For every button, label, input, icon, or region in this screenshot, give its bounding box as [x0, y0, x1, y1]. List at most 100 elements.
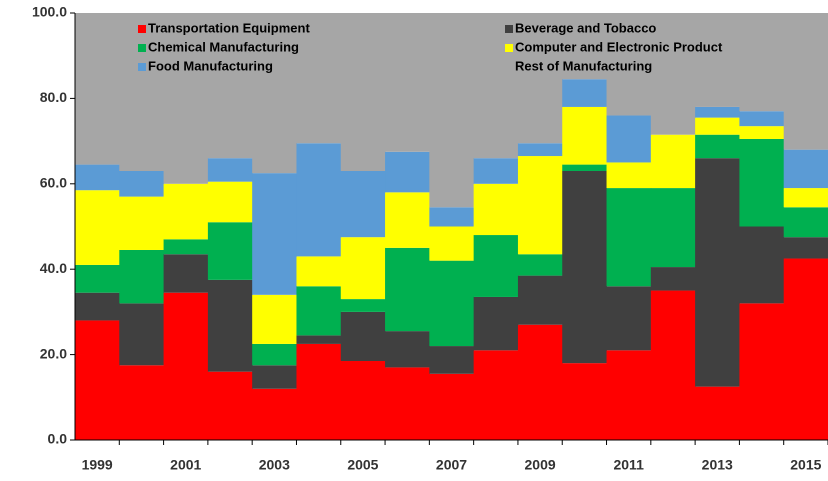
area-segment: [252, 13, 297, 174]
legend-label: Chemical Manufacturing: [148, 39, 299, 54]
area-segment: [75, 13, 120, 165]
area-segment: [695, 13, 740, 107]
area-segment: [739, 13, 785, 112]
area-segment: [695, 134, 740, 159]
area-segment: [473, 158, 519, 184]
area-segment: [562, 13, 608, 80]
area-segment: [207, 371, 253, 440]
area-segment: [517, 275, 563, 325]
y-tick-label: 60.0: [40, 175, 67, 191]
area-segment: [517, 254, 563, 276]
area-segment: [207, 279, 253, 372]
x-tick-label: 2003: [259, 457, 290, 473]
area-segment: [207, 181, 253, 223]
area-segment: [739, 138, 785, 227]
area-segment: [517, 143, 563, 157]
y-tick-label: 80.0: [40, 89, 67, 105]
area-segment: [385, 247, 430, 332]
area-segment: [207, 13, 253, 159]
area-segment: [75, 164, 120, 191]
area-segment: [429, 207, 475, 227]
area-segment: [252, 294, 297, 344]
area-segment: [75, 264, 120, 293]
area-segment: [296, 13, 342, 144]
area-segment: [75, 292, 120, 321]
legend-swatch: [505, 44, 513, 52]
area-segment: [517, 156, 563, 255]
area-segment: [650, 134, 696, 189]
area-segment: [739, 226, 785, 304]
area-segment: [650, 13, 696, 135]
x-tick-label: 2005: [347, 457, 378, 473]
area-segment: [783, 207, 828, 238]
area-segment: [340, 13, 386, 171]
legend-label: Beverage and Tobacco: [515, 20, 656, 35]
area-segment: [783, 149, 828, 189]
area-segment: [252, 365, 297, 389]
area-segment: [119, 13, 165, 171]
area-segment: [429, 373, 475, 440]
area-segment: [473, 296, 519, 351]
area-segment: [163, 239, 209, 255]
legend-label: Food Manufacturing: [148, 58, 273, 73]
area-segment: [385, 367, 430, 440]
area-segment: [562, 363, 608, 440]
area-segment: [340, 361, 386, 440]
area-segment: [473, 350, 519, 440]
area-segment: [385, 331, 430, 368]
area-segment: [340, 311, 386, 362]
area-segment: [252, 173, 297, 295]
x-tick-label: 2007: [436, 457, 467, 473]
area-segment: [606, 115, 652, 163]
area-segment: [75, 190, 120, 265]
y-tick-label: 20.0: [40, 345, 67, 361]
area-segment: [473, 183, 519, 236]
x-tick-label: 2011: [613, 457, 644, 473]
x-tick-label: 2009: [525, 457, 556, 473]
area-segment: [650, 188, 696, 268]
area-segment: [429, 346, 475, 374]
area-segment: [473, 235, 519, 297]
area-segment: [75, 320, 120, 440]
area-segment: [650, 267, 696, 291]
area-segment: [119, 196, 165, 250]
area-segment: [119, 365, 165, 440]
area-segment: [783, 188, 828, 208]
area-segment: [517, 13, 563, 144]
area-segment: [385, 13, 430, 152]
area-segment: [340, 170, 386, 238]
x-tick-label: 1999: [82, 457, 113, 473]
legend-swatch: [138, 44, 146, 52]
legend-label: Computer and Electronic Product: [515, 39, 723, 54]
area-segment: [429, 13, 475, 208]
legend-swatch: [505, 25, 513, 33]
area-segment: [739, 126, 785, 139]
area-segment: [296, 343, 342, 440]
area-segment: [739, 303, 785, 440]
area-segment: [695, 106, 740, 118]
area-segment: [429, 260, 475, 347]
area-segment: [385, 151, 430, 193]
area-segment: [739, 111, 785, 127]
area-segment: [695, 158, 740, 387]
area-segment: [473, 13, 519, 159]
area-segment: [163, 254, 209, 293]
area-segment: [650, 290, 696, 440]
area-segment: [296, 256, 342, 287]
area-segment: [695, 386, 740, 440]
area-segment: [296, 286, 342, 336]
x-tick-label: 2013: [702, 457, 733, 473]
area-segment: [429, 226, 475, 261]
area-segment: [606, 188, 652, 287]
area-segment: [562, 79, 608, 107]
legend-label: Rest of Manufacturing: [515, 58, 652, 73]
area-segment: [562, 106, 608, 165]
legend-swatch: [138, 25, 146, 33]
area-segment: [695, 117, 740, 135]
area-segment: [517, 324, 563, 440]
area-segment: [385, 192, 430, 248]
area-segment: [606, 162, 652, 189]
area-segment: [163, 183, 209, 240]
area-segment: [783, 258, 828, 440]
